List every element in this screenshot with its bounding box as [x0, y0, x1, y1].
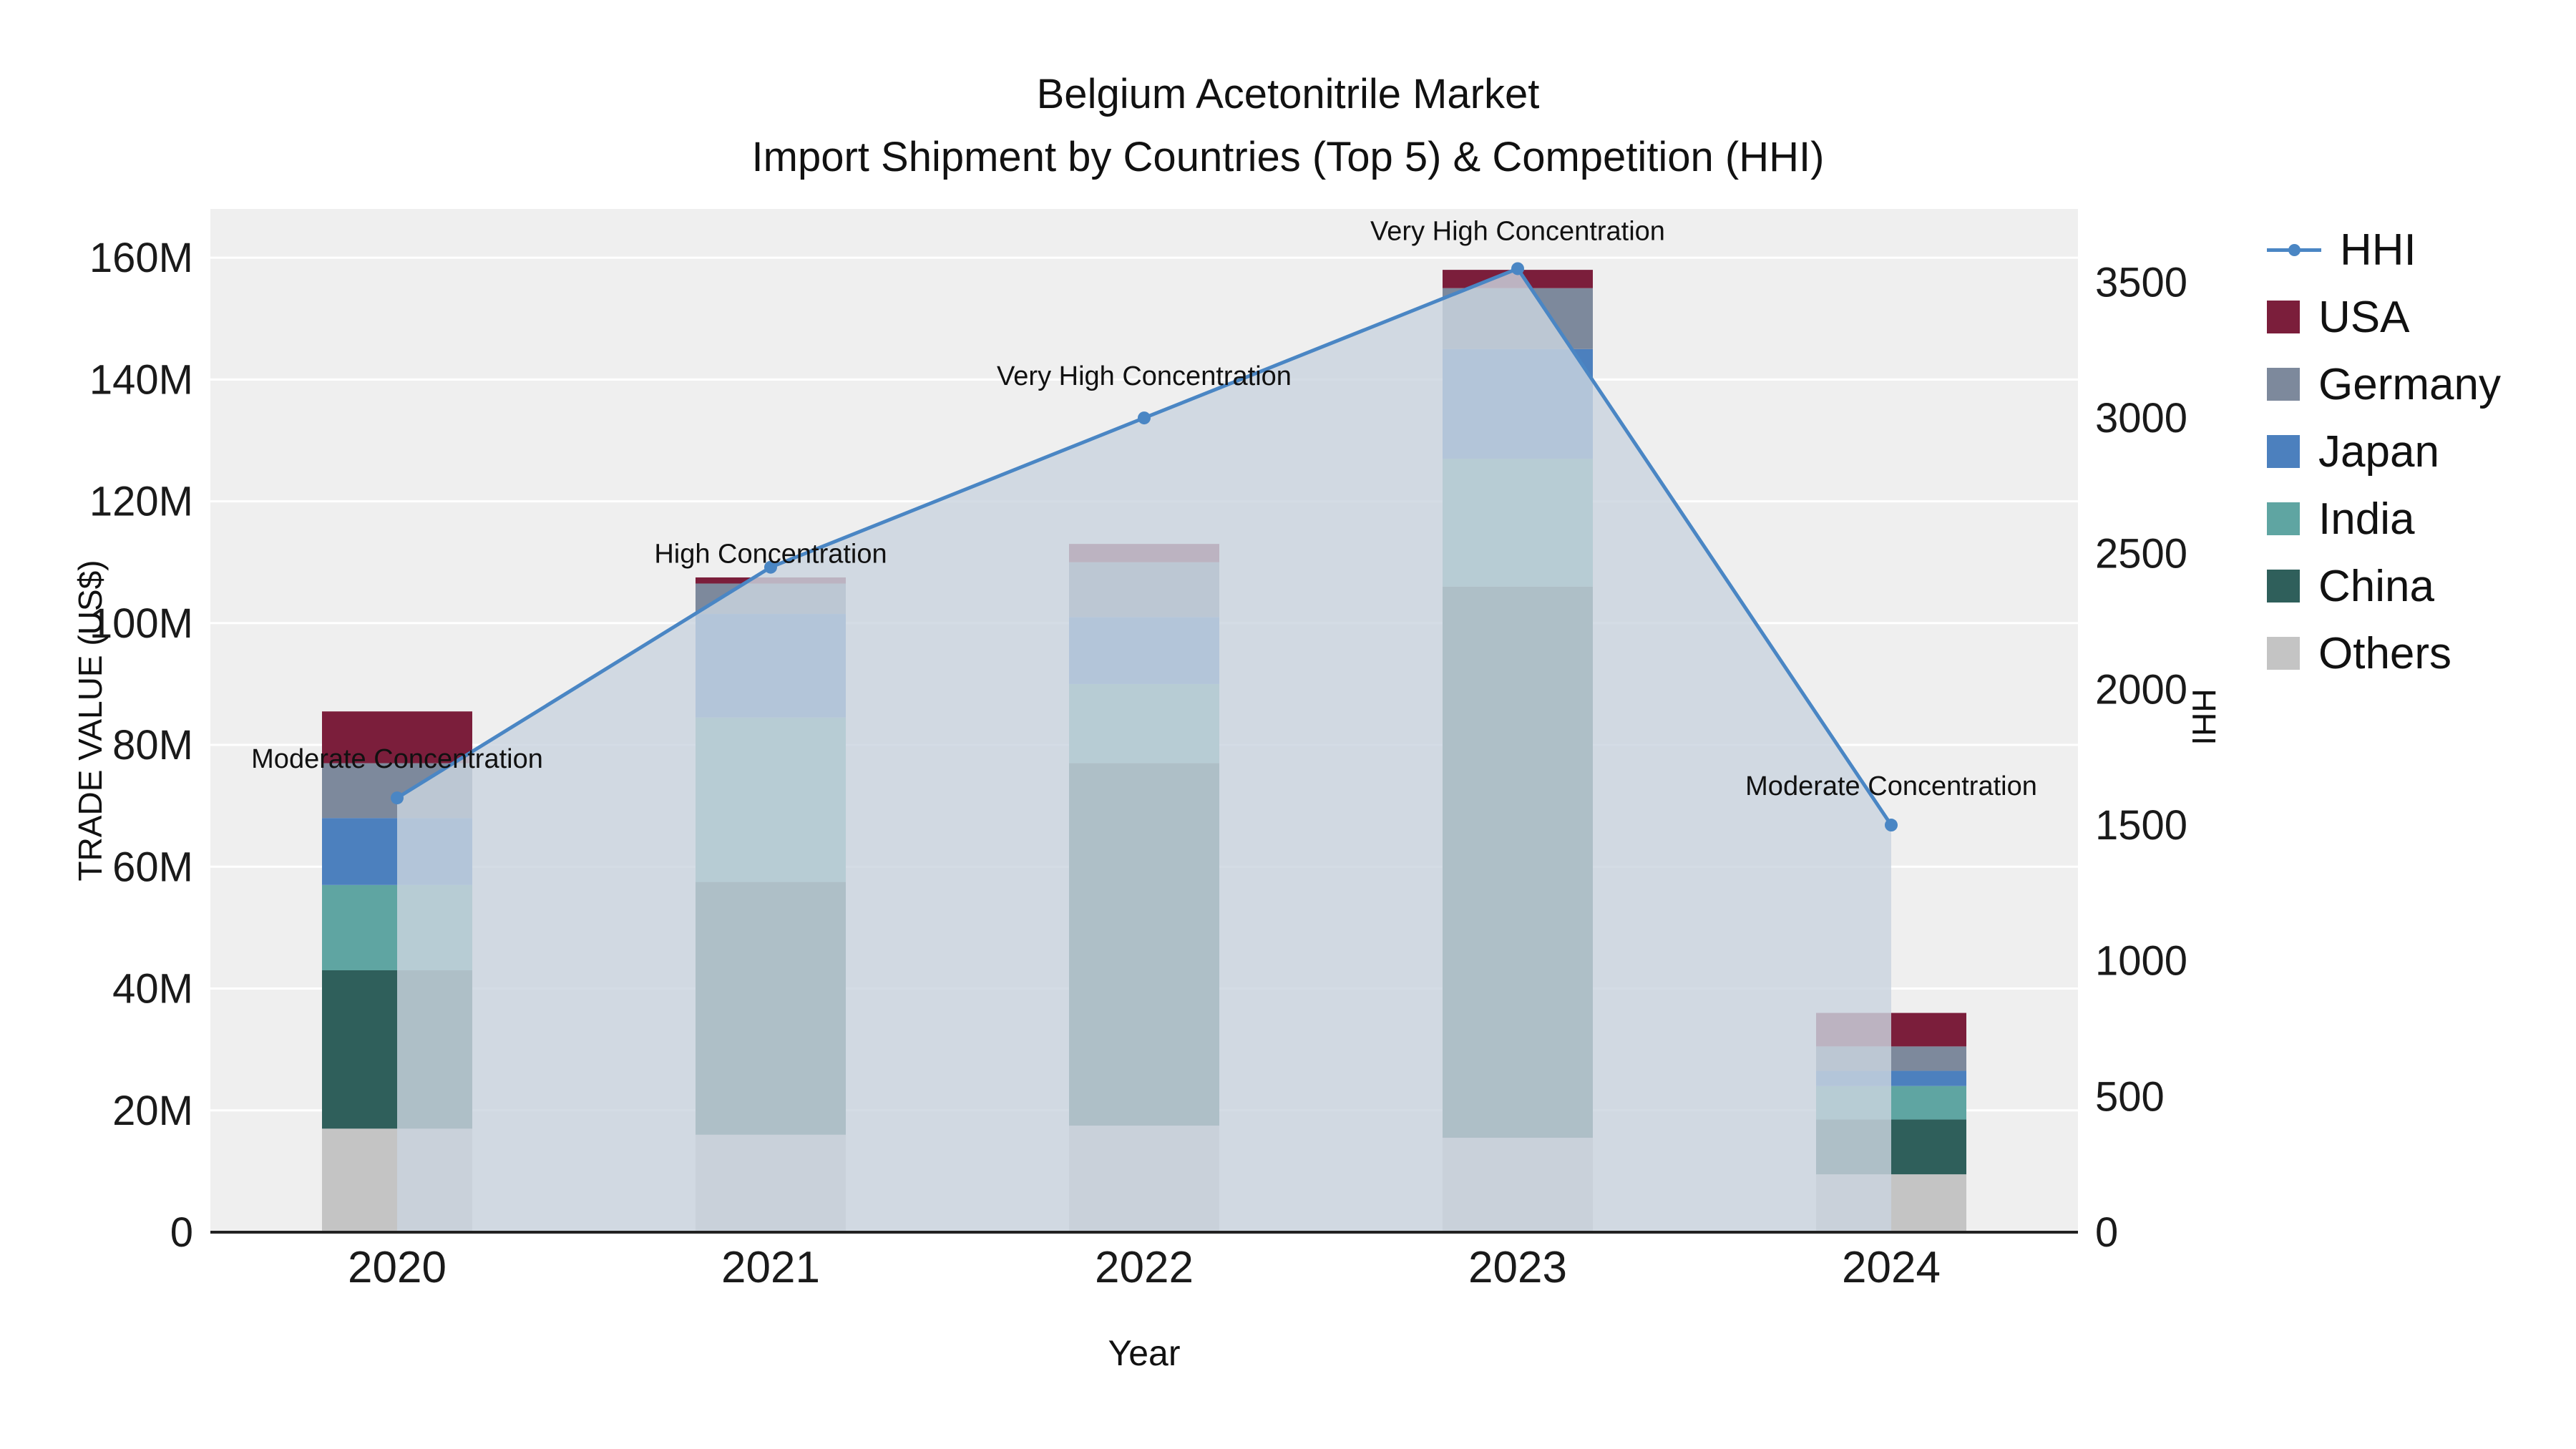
legend-item-india: India [2267, 494, 2501, 544]
y-left-tick-label: 160M [89, 235, 193, 281]
hhi-area-fill [397, 268, 1891, 1233]
y-right-tick-label: 500 [2095, 1073, 2165, 1120]
legend-swatch-icon [2267, 637, 2300, 670]
legend-label: Others [2318, 628, 2452, 678]
legend-swatch-icon [2267, 435, 2300, 468]
y-left-tick-label: 40M [112, 966, 193, 1013]
legend-line-icon [2267, 233, 2321, 266]
x-axis-title: Year [1108, 1333, 1181, 1373]
hhi-marker-2020 [391, 791, 404, 805]
annotation-2020: Moderate Concentration [251, 744, 543, 774]
legend-swatch-icon [2267, 301, 2300, 333]
y-left-tick-label: 140M [89, 356, 193, 403]
hhi-marker-2024 [1885, 819, 1898, 832]
legend-item-hhi: HHI [2267, 225, 2501, 275]
x-tick-label-2023: 2023 [1468, 1243, 1567, 1292]
annotation-2021: High Concentration [654, 540, 887, 570]
legend-label: Japan [2318, 426, 2439, 477]
chart-title-block: Belgium Acetonitrile Market Import Shipm… [0, 63, 2576, 189]
annotation-2022: Very High Concentration [997, 361, 1292, 391]
legend-item-usa: USA [2267, 293, 2501, 342]
y-left-tick-label: 20M [112, 1088, 193, 1134]
annotation-2024: Moderate Concentration [1745, 771, 2037, 801]
y-left-tick-label: 120M [89, 479, 193, 525]
y-right-tick-label: 1000 [2095, 938, 2187, 985]
legend-swatch-icon [2267, 570, 2300, 602]
y-right-tick-label: 2000 [2095, 666, 2187, 713]
legend-swatch-icon [2267, 502, 2300, 535]
annotation-2023: Very High Concentration [1370, 216, 1665, 246]
legend-item-others: Others [2267, 629, 2501, 678]
x-tick-label-2024: 2024 [1842, 1243, 1941, 1292]
y-left-tick-label: 60M [112, 844, 193, 890]
y-right-tick-label: 3000 [2095, 395, 2187, 441]
y-right-tick-label: 0 [2095, 1209, 2118, 1256]
y-left-tick-label: 0 [170, 1209, 193, 1256]
legend-label: China [2318, 561, 2434, 611]
y-right-tick-label: 2500 [2095, 531, 2187, 577]
legend-label: USA [2318, 292, 2410, 342]
bar-segment-usa-2020 [322, 711, 472, 763]
legend-label: HHI [2340, 225, 2416, 275]
legend-label: India [2318, 494, 2415, 544]
legend-swatch-icon [2267, 368, 2300, 401]
legend-item-japan: Japan [2267, 426, 2501, 477]
hhi-marker-2021 [764, 560, 777, 574]
chart-title: Belgium Acetonitrile Market [1036, 71, 1540, 117]
y-axis-left-title: TRADE VALUE (US$) [72, 560, 109, 882]
y-left-tick-label: 80M [112, 722, 193, 769]
x-tick-label-2021: 2021 [721, 1243, 820, 1292]
legend-label: Germany [2318, 359, 2501, 409]
y-axis-right-title: HHI [2185, 688, 2223, 746]
y-left-tick-label: 100M [89, 600, 193, 647]
hhi-marker-2022 [1138, 411, 1151, 425]
legend-item-germany: Germany [2267, 360, 2501, 409]
legend-item-china: China [2267, 562, 2501, 611]
x-tick-label-2020: 2020 [348, 1243, 447, 1292]
legend: HHI USA Germany Japan India China Others [2267, 225, 2501, 678]
x-tick-label-2022: 2022 [1095, 1243, 1194, 1292]
y-right-tick-label: 3500 [2095, 259, 2187, 306]
chart-subtitle: Import Shipment by Countries (Top 5) & C… [751, 134, 1825, 180]
hhi-marker-2023 [1511, 262, 1524, 275]
y-right-tick-label: 1500 [2095, 802, 2187, 849]
